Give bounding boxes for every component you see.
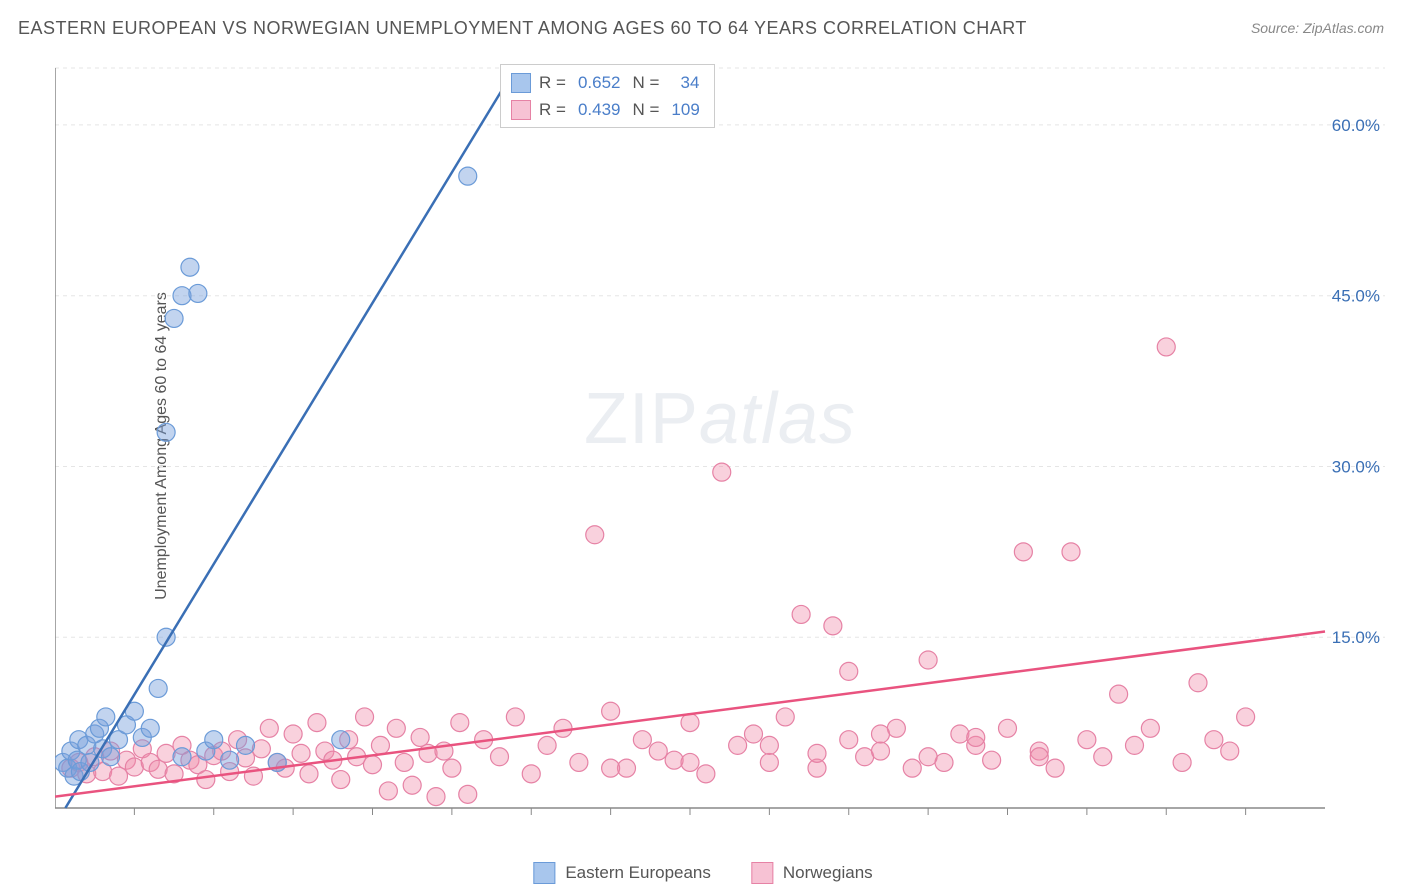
- chart-title: EASTERN EUROPEAN VS NORWEGIAN UNEMPLOYME…: [18, 18, 1027, 39]
- svg-text:45.0%: 45.0%: [1332, 287, 1380, 306]
- legend-swatch-series2: [751, 862, 773, 884]
- stats-r-label: R =: [539, 69, 566, 96]
- svg-text:60.0%: 60.0%: [1332, 116, 1380, 135]
- legend-swatch-series1: [533, 862, 555, 884]
- chart-area: 15.0%30.0%45.0%60.0%0.0%80.0% ZIPatlas: [55, 48, 1385, 820]
- stats-swatch-series1: [511, 73, 531, 93]
- stats-swatch-series2: [511, 100, 531, 120]
- legend-item-series2: Norwegians: [751, 862, 873, 884]
- source-attribution: Source: ZipAtlas.com: [1251, 20, 1384, 36]
- stats-n-label-2: N =: [632, 96, 659, 123]
- legend-item-series1: Eastern Europeans: [533, 862, 711, 884]
- stats-r-label-2: R =: [539, 96, 566, 123]
- legend-label-series1: Eastern Europeans: [565, 863, 711, 883]
- bottom-legend: Eastern Europeans Norwegians: [533, 862, 872, 884]
- correlation-stats-box: R = 0.652 N = 34 R = 0.439 N = 109: [500, 64, 715, 128]
- stats-row-series1: R = 0.652 N = 34: [511, 69, 704, 96]
- stats-n-value-1: 34: [667, 69, 703, 96]
- stats-n-value-2: 109: [667, 96, 703, 123]
- stats-r-value-1: 0.652: [574, 69, 625, 96]
- scatter-plot-svg: 15.0%30.0%45.0%60.0%0.0%80.0%: [55, 48, 1385, 820]
- legend-label-series2: Norwegians: [783, 863, 873, 883]
- stats-n-label: N =: [632, 69, 659, 96]
- svg-text:30.0%: 30.0%: [1332, 457, 1380, 476]
- stats-r-value-2: 0.439: [574, 96, 625, 123]
- stats-row-series2: R = 0.439 N = 109: [511, 96, 704, 123]
- svg-text:15.0%: 15.0%: [1332, 628, 1380, 647]
